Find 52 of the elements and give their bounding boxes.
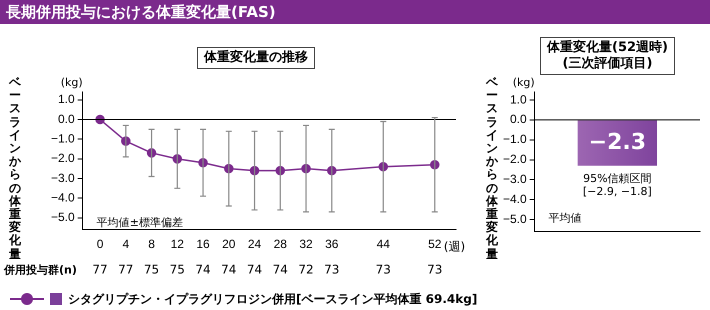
- x-tick-label: 32: [299, 237, 314, 252]
- text: 73: [427, 262, 442, 277]
- text: シタグリプチン・イプラグリフロジン併用[ベースライン平均体重 69.4kg]: [68, 290, 478, 308]
- y-tick-label: −5.0: [502, 212, 527, 226]
- x-tick-label: 52: [428, 237, 442, 252]
- text: 77: [118, 262, 134, 277]
- annotation: 95%信頼区間 [−2.9, −1.8]: [582, 172, 652, 198]
- x-tick-label: 16: [196, 237, 210, 252]
- x-tick-label: 20: [222, 237, 236, 252]
- x-tick-label: 0: [96, 237, 104, 252]
- x-tick-label: 24: [248, 237, 262, 252]
- x-axis-title: (週): [444, 240, 466, 254]
- x-tick-label: 12: [170, 237, 184, 252]
- text: ベースラインからの体重変化量: [486, 75, 498, 261]
- y-tick-label: −4.0: [50, 190, 75, 204]
- annotation: 平均値±標準偏差: [96, 216, 183, 230]
- text: 75: [144, 262, 160, 277]
- x-tick-label: 44: [376, 237, 390, 252]
- text: 74: [195, 262, 211, 277]
- y-tick-label: −4.0: [502, 192, 527, 206]
- text: 73: [376, 262, 391, 277]
- chart-title: 長期併用投与における体重変化量(FAS): [0, 0, 710, 24]
- y-tick-label: −2.0: [50, 151, 75, 166]
- text: 73: [324, 262, 340, 277]
- y-tick-label: 0.0: [510, 112, 528, 126]
- y-tick-label: −3.0: [50, 170, 75, 185]
- y-tick-label: −1.0: [50, 131, 75, 146]
- text: ベースラインからの体重変化量: [9, 75, 21, 261]
- x-tick-label: 28: [274, 237, 288, 252]
- text: 74: [246, 262, 262, 277]
- text: 77: [92, 262, 108, 277]
- chart-subtitle: 体重変化量の推移: [197, 47, 315, 69]
- annotation: 平均値: [548, 212, 582, 225]
- text: 74: [221, 262, 236, 277]
- y-tick-label: 1.0: [510, 92, 528, 106]
- y-tick-label: −3.0: [502, 172, 527, 186]
- text: 72: [298, 262, 314, 277]
- y-tick-label: 0.0: [58, 112, 76, 126]
- data-label: −2.3: [588, 130, 646, 155]
- x-tick-label: 4: [122, 237, 130, 252]
- y-tick-label: −1.0: [502, 132, 527, 146]
- chart-title: 体重変化量(52週時) (三次評価項目): [540, 37, 675, 75]
- text: (kg): [512, 76, 535, 89]
- text: 併用投与群(n): [3, 264, 77, 277]
- y-tick-label: −5.0: [50, 210, 75, 224]
- text: 74: [272, 262, 288, 277]
- x-tick-label: 8: [148, 237, 156, 252]
- y-tick-label: 1.0: [58, 92, 76, 106]
- x-tick-label: 36: [325, 237, 339, 252]
- text: (kg): [60, 76, 83, 89]
- y-tick-label: −2.0: [502, 152, 527, 166]
- text: 75: [170, 262, 185, 277]
